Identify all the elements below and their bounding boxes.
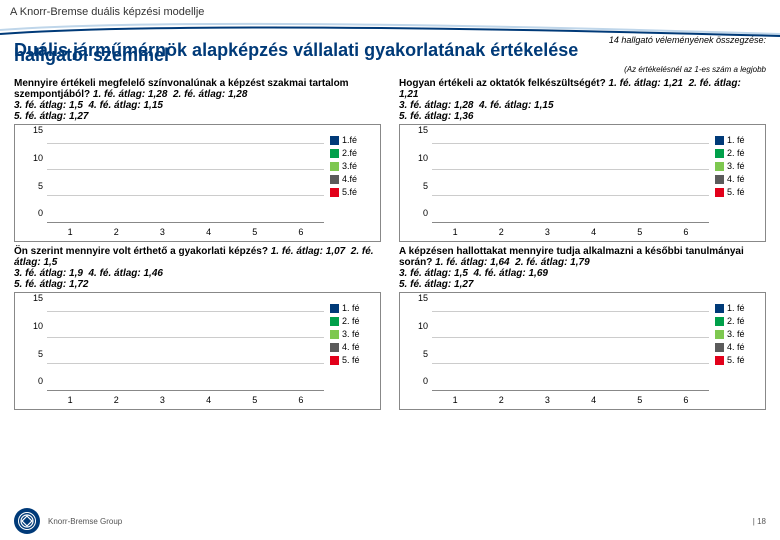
question-br: A képzésen hallottakat mennyire tudja al… [399, 246, 766, 290]
title-block: Duális járműmérnök alapképzés vállalati … [0, 38, 780, 74]
logo-icon [14, 508, 40, 534]
question-bl: Ön szerint mennyire volt érthető a gyako… [14, 246, 381, 290]
doc-header: A Knorr-Bremse duális képzési modellje [0, 0, 780, 20]
header-swoosh [0, 20, 780, 38]
question-tl: Mennyire értékeli megfelelő színvonalúna… [14, 78, 381, 122]
chart-tl: 0510151234561.fé2.fé3.fé4.fé5.fé [14, 124, 381, 244]
question-tr: Hogyan értékeli az oktatók felkészültség… [399, 78, 766, 122]
page-number: | 18 [753, 517, 766, 526]
content-grid: Mennyire értékeli megfelelő színvonalúna… [0, 74, 780, 412]
chart-bl: 0510151234561. fé2. fé3. fé4. fé5. fé [14, 292, 381, 412]
chart-br: 0510151234561. fé2. fé3. fé4. fé5. fé [399, 292, 766, 412]
chart-tr: 0510151234561. fé2. fé3. fé4. fé5. fé [399, 124, 766, 244]
footer-company: Knorr-Bremse Group [48, 517, 122, 526]
page-subtitle-2: (Az értékelésnél az 1-es szám a legjobb [14, 65, 766, 74]
doc-title: A Knorr-Bremse duális képzési modellje [10, 6, 204, 18]
footer: Knorr-Bremse Group | 18 [0, 508, 780, 534]
footer-left: Knorr-Bremse Group [14, 508, 122, 534]
